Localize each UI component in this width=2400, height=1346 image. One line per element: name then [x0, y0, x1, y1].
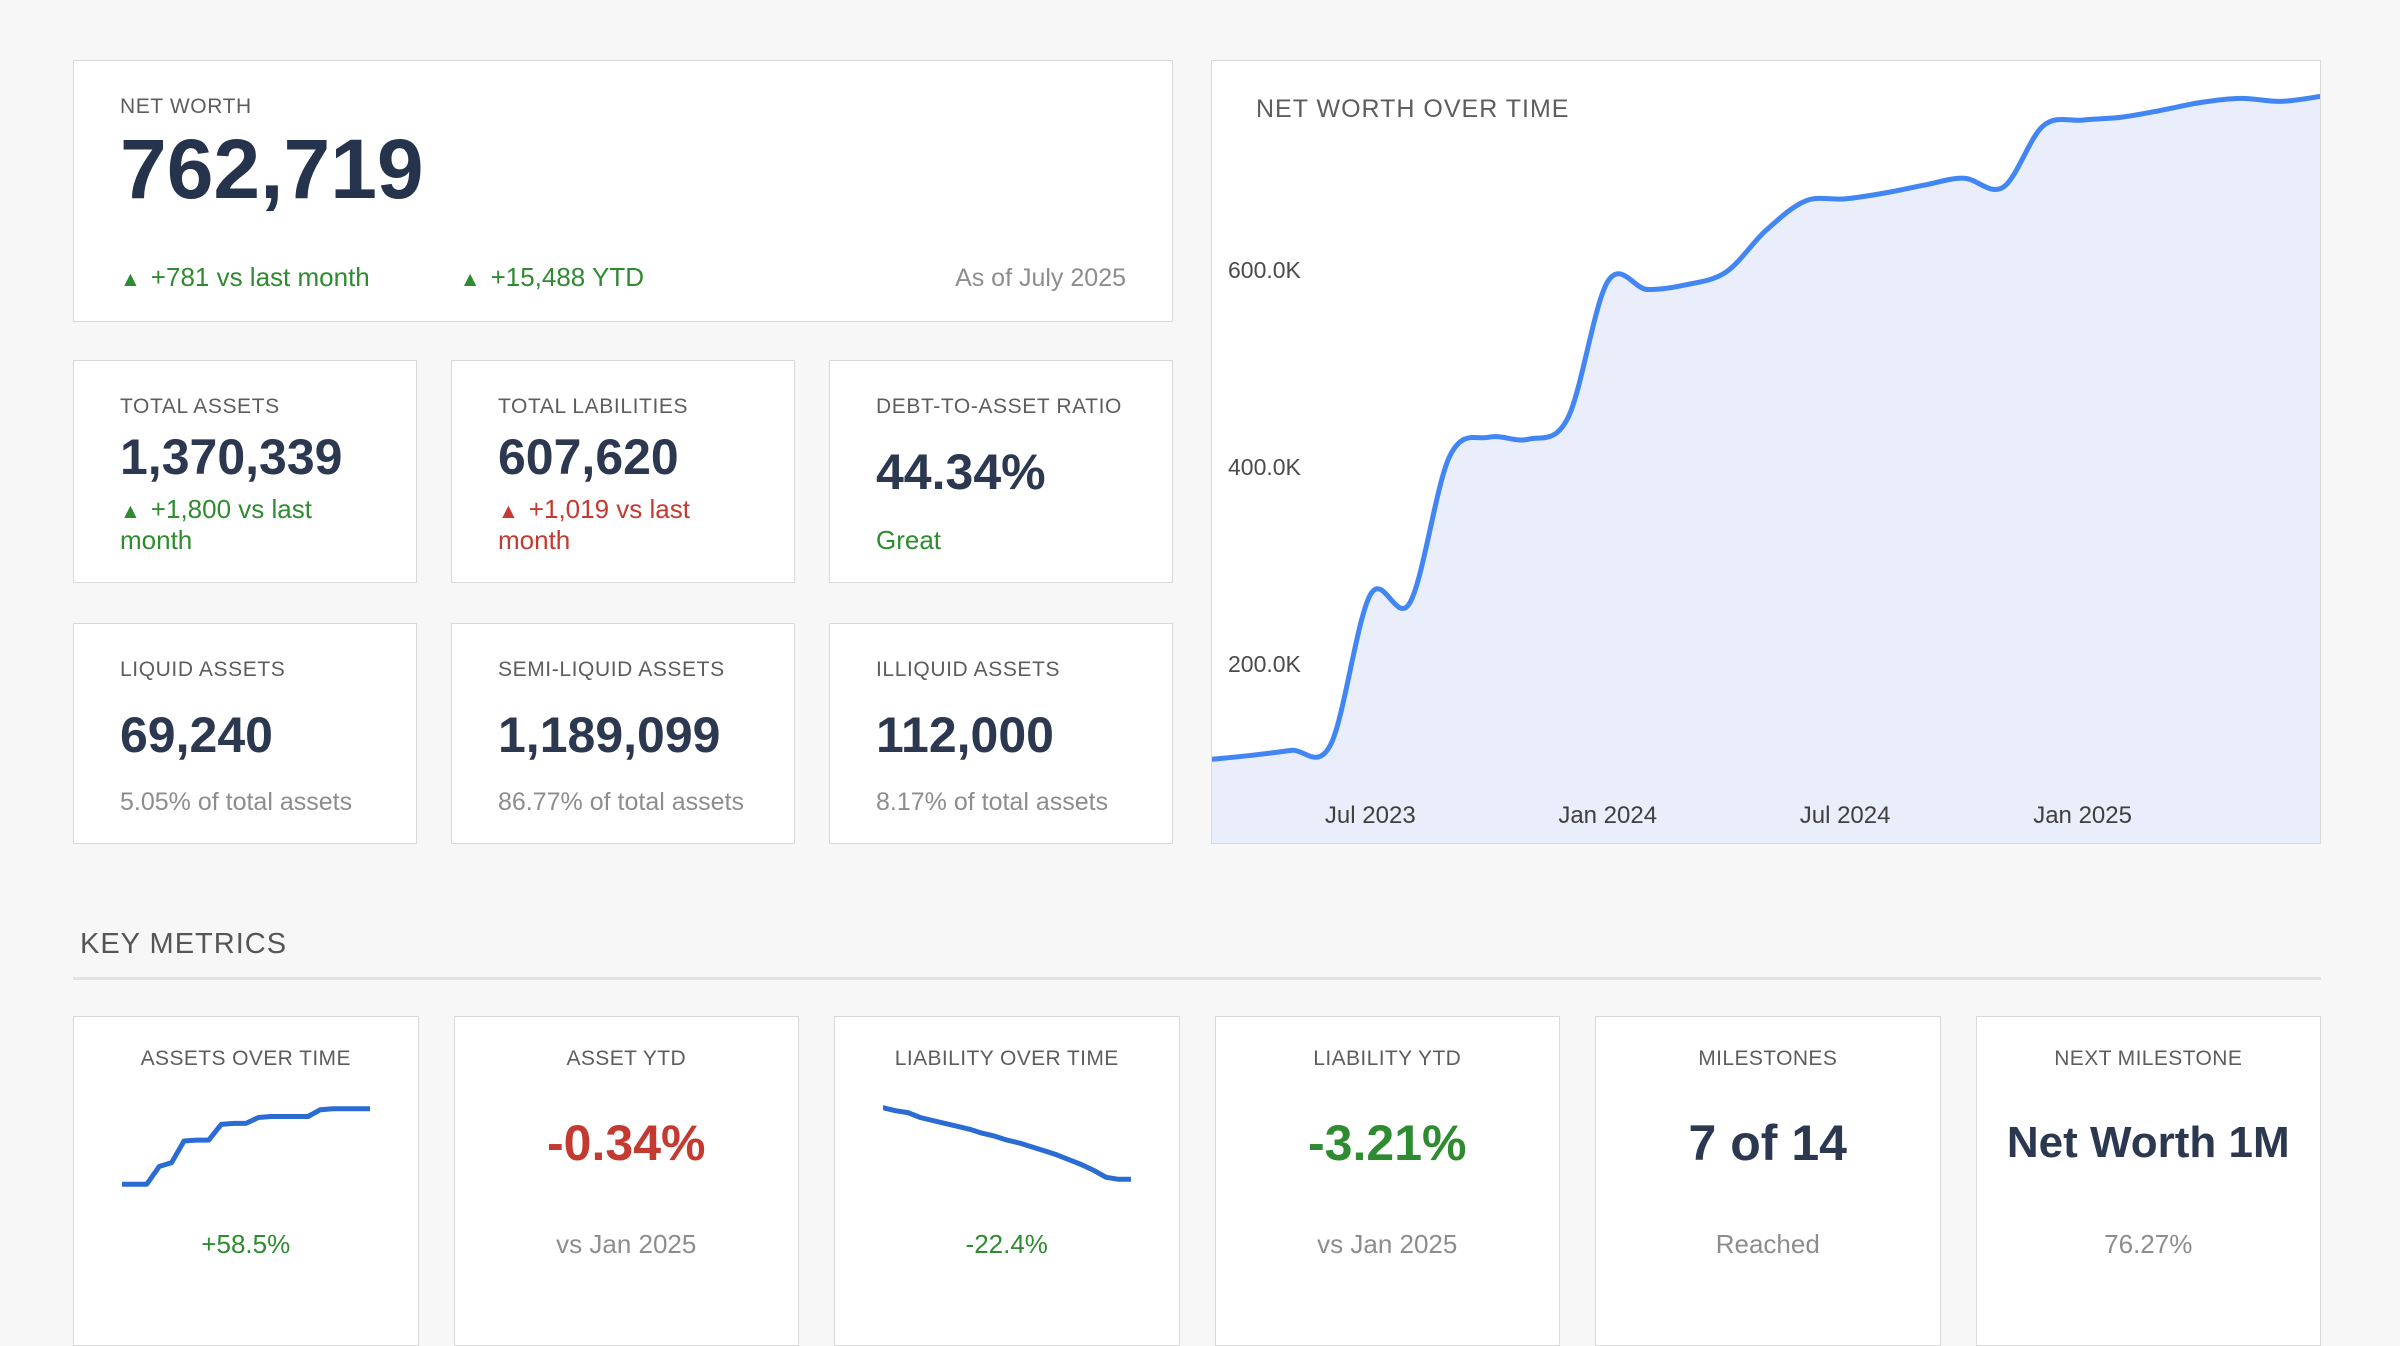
- illiquid-assets-card: ILLIQUID ASSETS 112,000 8.17% of total a…: [829, 623, 1173, 844]
- liability-ytd-card: LIABILITY YTD -3.21% vs Jan 2025: [1214, 1016, 1560, 1346]
- illiquid-assets-share: 8.17% of total assets: [876, 788, 1109, 816]
- total-liabilities-value: 607,620: [498, 428, 679, 485]
- liquid-assets-card: LIQUID ASSETS 69,240 5.05% of total asse…: [73, 623, 417, 844]
- change-ytd-label: +15,488 YTD: [490, 262, 645, 292]
- assets-over-time-change: +58.5%: [201, 1229, 291, 1259]
- debt-ratio-title: DEBT-TO-ASSET RATIO: [876, 395, 1122, 418]
- x-tick-label: Jan 2025: [2033, 802, 2132, 829]
- x-tick-label: Jan 2024: [1558, 802, 1657, 829]
- liability-sparkline-chart: [882, 1105, 1131, 1182]
- next-milestone-body: Net Worth 1M: [2001, 1079, 2297, 1207]
- liquid-assets-title: LIQUID ASSETS: [120, 658, 286, 681]
- asset-ytd-title: ASSET YTD: [566, 1047, 687, 1070]
- liability-ytd-value: -3.21%: [1308, 1115, 1467, 1171]
- y-tick-label: 600.0K: [1228, 257, 1302, 283]
- left-column: NET WORTH 762,719 ▲ +781 vs last month ▲ +…: [73, 60, 1173, 844]
- liability-ytd-body: -3.21%: [1240, 1079, 1536, 1207]
- liability-ytd-title: LIABILITY YTD: [1313, 1047, 1462, 1070]
- liquid-assets-share: 5.05% of total assets: [120, 788, 353, 816]
- total-liabilities-card: TOTAL LABILITIES 607,620 ▲ +1,019 vs last…: [451, 360, 795, 583]
- up-triangle-icon: ▲: [498, 500, 519, 523]
- up-triangle-icon: ▲: [120, 268, 141, 291]
- key-metrics-divider: [73, 977, 2321, 980]
- liability-over-time-body: [859, 1079, 1155, 1207]
- liability-ytd-baseline: vs Jan 2025: [1317, 1229, 1458, 1259]
- debt-ratio-value: 44.34%: [876, 444, 1046, 500]
- semi-liquid-assets-share: 86.77% of total assets: [498, 788, 744, 816]
- assets-over-time-card: ASSETS OVER TIME +58.5%: [73, 1016, 419, 1346]
- x-tick-label: Jul 2023: [1325, 802, 1416, 829]
- total-assets-title: TOTAL ASSETS: [120, 395, 280, 418]
- assets-over-time-title: ASSETS OVER TIME: [140, 1047, 351, 1070]
- net-worth-changes: ▲ +781 vs last month ▲ +15,488 YTD: [120, 262, 644, 293]
- debt-ratio-card: DEBT-TO-ASSET RATIO 44.34% Great: [829, 360, 1173, 583]
- net-worth-area-chart: 200.0K 400.0K 600.0K Jul 2023 Jan 2024 Jul 20…: [1212, 94, 2320, 843]
- x-tick-label: Jul 2024: [1800, 802, 1891, 829]
- asset-ytd-value: -0.34%: [547, 1115, 706, 1171]
- assets-sparkline-chart: [121, 1106, 370, 1187]
- up-triangle-icon: ▲: [120, 500, 141, 523]
- milestones-card: MILESTONES 7 of 14 Reached: [1595, 1016, 1941, 1346]
- total-assets-change-label: +1,800 vs last month: [120, 494, 312, 555]
- net-worth-footer: ▲ +781 vs last month ▲ +15,488 YTD As of J…: [120, 262, 1126, 293]
- milestones-body: 7 of 14: [1620, 1079, 1916, 1207]
- next-milestone-title: NEXT MILESTONE: [2054, 1047, 2243, 1070]
- next-milestone-card: NEXT MILESTONE Net Worth 1M 76.27%: [1975, 1016, 2321, 1346]
- liability-over-time-change: -22.4%: [965, 1229, 1048, 1259]
- page: { "colors": { "accent_blue": "#4285f4", …: [73, 60, 2321, 1346]
- liability-over-time-title: LIABILITY OVER TIME: [894, 1047, 1119, 1070]
- totals-row: TOTAL ASSETS 1,370,339 ▲ +1,800 vs last m…: [73, 360, 1173, 583]
- net-worth-card-title: NET WORTH: [120, 95, 252, 118]
- total-assets-value: 1,370,339: [120, 428, 343, 485]
- y-tick-label: 400.0K: [1228, 454, 1302, 480]
- change-ytd: ▲ +15,488 YTD: [460, 262, 644, 293]
- semi-liquid-assets-card: SEMI-LIQUID ASSETS 1,189,099 86.77% of t…: [451, 623, 795, 844]
- as-of-date: As of July 2025: [955, 264, 1126, 292]
- assets-over-time-body: [98, 1079, 394, 1207]
- total-liabilities-change-label: +1,019 vs last month: [498, 494, 690, 555]
- y-tick-label: 200.0K: [1228, 651, 1302, 677]
- illiquid-assets-value: 112,000: [876, 707, 1054, 763]
- dashboard: NET WORTH 762,719 ▲ +781 vs last month ▲ +…: [73, 60, 2321, 1346]
- semi-liquid-assets-title: SEMI-LIQUID ASSETS: [498, 658, 725, 681]
- total-assets-change: ▲ +1,800 vs last month: [120, 494, 370, 556]
- total-liabilities-title: TOTAL LABILITIES: [498, 395, 689, 418]
- up-triangle-icon: ▲: [459, 268, 481, 291]
- allocation-row: LIQUID ASSETS 69,240 5.05% of total asse…: [73, 623, 1173, 844]
- net-worth-chart-card: NET WORTH OVER TIME 200.0K 400.0K 600.0K Ju…: [1211, 60, 2321, 844]
- next-milestone-value: Net Worth 1M: [2006, 1118, 2290, 1167]
- top-section: NET WORTH 762,719 ▲ +781 vs last month ▲ +…: [73, 60, 2321, 844]
- milestones-title: MILESTONES: [1698, 1047, 1838, 1070]
- liability-over-time-card: LIABILITY OVER TIME -22.4%: [834, 1016, 1180, 1346]
- semi-liquid-assets-value: 1,189,099: [498, 707, 721, 763]
- chart-title: NET WORTH OVER TIME: [1256, 95, 1570, 123]
- key-metrics-heading: KEY METRICS: [80, 928, 288, 960]
- asset-ytd-body: -0.34%: [479, 1079, 775, 1207]
- illiquid-assets-title: ILLIQUID ASSETS: [876, 658, 1061, 681]
- liquid-assets-value: 69,240: [120, 707, 273, 763]
- change-vs-last-month: ▲ +781 vs last month: [120, 262, 370, 293]
- asset-ytd-baseline: vs Jan 2025: [556, 1229, 697, 1259]
- total-assets-card: TOTAL ASSETS 1,370,339 ▲ +1,800 vs last m…: [73, 360, 417, 583]
- next-milestone-progress: 76.27%: [2104, 1229, 2193, 1259]
- net-worth-value: 762,719: [120, 122, 424, 216]
- milestones-value: 7 of 14: [1688, 1115, 1847, 1171]
- total-liabilities-change: ▲ +1,019 vs last month: [498, 494, 748, 556]
- change-vs-last-month-label: +781 vs last month: [150, 262, 370, 292]
- debt-ratio-status: Great: [876, 525, 942, 555]
- key-metrics-row: ASSETS OVER TIME +58.5% ASSET YTD -0.34%…: [73, 1016, 2321, 1346]
- asset-ytd-card: ASSET YTD -0.34% vs Jan 2025: [453, 1016, 799, 1346]
- net-worth-card: NET WORTH 762,719 ▲ +781 vs last month ▲ +…: [73, 60, 1173, 322]
- milestones-status: Reached: [1715, 1229, 1820, 1259]
